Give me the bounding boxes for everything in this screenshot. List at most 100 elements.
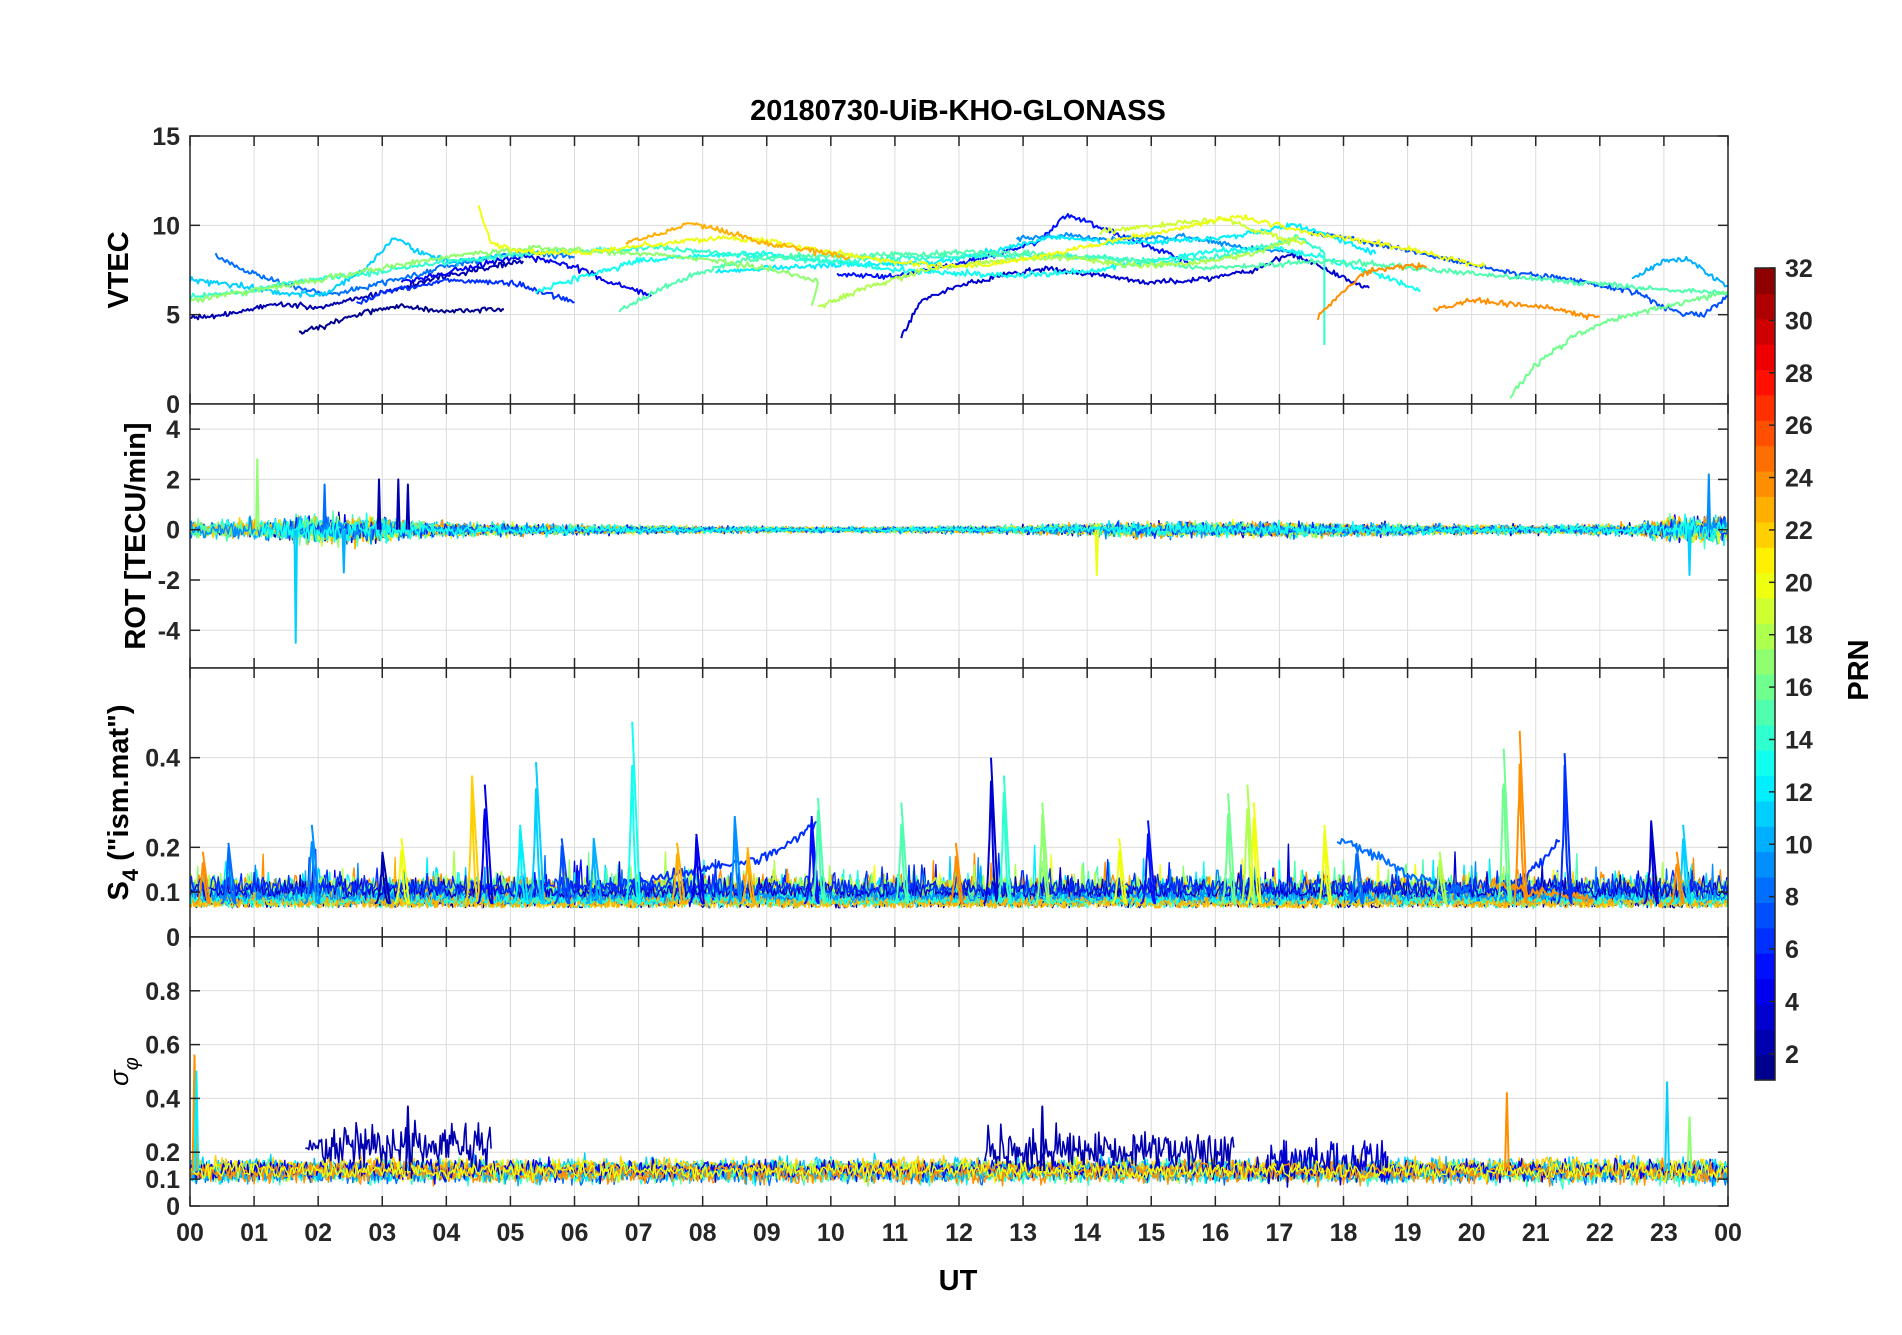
colorbar-frame — [1754, 267, 1776, 1081]
colorbar-bin — [1755, 800, 1775, 827]
colorbar-tick-label: 20 — [1785, 569, 1813, 597]
s4-spike-prn-11 — [1675, 824, 1692, 905]
s4-spike-prn-3 — [1643, 820, 1659, 905]
panel-plot-area — [190, 458, 1728, 644]
vtec-series-prn-10 — [1631, 255, 1728, 288]
y-tick-label: 10 — [152, 212, 180, 240]
s4-spike-prn-24 — [1668, 851, 1685, 905]
x-tick-label: 23 — [1650, 1219, 1678, 1247]
colorbar-tick-label: 22 — [1785, 517, 1813, 545]
vtec-series-prn-4 — [400, 252, 652, 297]
colorbar-bin — [1755, 394, 1775, 421]
x-tick-label: 11 — [882, 1219, 909, 1247]
y-tick-label: 0 — [166, 517, 180, 545]
y-tick-label: 4 — [166, 416, 180, 444]
s4-spike-prn-18 — [1239, 784, 1256, 905]
colorbar-bin — [1755, 648, 1775, 675]
vtec-series-prn-3 — [900, 251, 1370, 339]
s4-spike-prn-24 — [1511, 730, 1528, 905]
s4-spike-prn-8 — [220, 842, 237, 905]
s4-spike-prn-4 — [688, 833, 705, 905]
colorbar-bin — [1755, 268, 1775, 294]
colorbar-bin — [1755, 1003, 1775, 1030]
colorbar-bin — [1755, 623, 1775, 650]
rot-spike-prn-2 — [376, 478, 382, 530]
rot-series-prn-13 — [259, 512, 1728, 544]
s4-spike-prn-5 — [803, 815, 820, 905]
colorbar-tick-label: 14 — [1785, 726, 1813, 754]
y-tick-label: 0 — [166, 1193, 180, 1221]
colorbar-bin — [1755, 724, 1775, 751]
x-tick-label: 04 — [432, 1219, 460, 1247]
s4-spike-prn-24 — [194, 851, 211, 905]
y-axis-label-vtec: VTEC — [103, 231, 135, 308]
colorbar-bin — [1755, 572, 1775, 599]
vtec-series-prn-18 — [817, 235, 1300, 309]
x-axis-label: UT — [939, 1265, 978, 1297]
x-tick-label: 17 — [1266, 1219, 1294, 1247]
y-tick-label: 2 — [166, 466, 180, 494]
x-tick-label: 10 — [817, 1219, 845, 1247]
y-tick-label: 0.4 — [145, 745, 180, 773]
s4-spike-prn-17 — [1034, 802, 1051, 905]
rot-spike-prn-2 — [396, 478, 401, 530]
colorbar-bin — [1755, 1029, 1775, 1056]
vtec-series-prn-6 — [356, 277, 575, 305]
s4-spike-prn-20 — [1111, 838, 1128, 905]
s4-spike-prn-14 — [995, 775, 1012, 905]
y-tick-label: -2 — [158, 567, 180, 595]
panel-ticks — [189, 135, 1729, 405]
colorbar-bin — [1755, 826, 1775, 853]
colorbar-tick-label: 18 — [1785, 622, 1813, 650]
colorbar-bin — [1755, 597, 1775, 624]
s4-spike-prn-2 — [374, 851, 391, 905]
rot-spike-prn-11 — [293, 529, 298, 644]
y-tick-label: 0.2 — [145, 834, 180, 862]
panel-sigma_phi: 00.10.2 0.4 0.6 0.8 σφ — [104, 936, 1729, 1221]
x-tick-label: 19 — [1394, 1219, 1422, 1247]
vtec-series-prn-8 — [214, 249, 575, 297]
s4-spike-prn-10 — [585, 837, 603, 905]
colorbar-bin — [1755, 521, 1775, 548]
vtec-series-prn-1 — [298, 303, 504, 335]
sigma-elevated-prn-2 — [305, 1119, 492, 1179]
colorbar-bin — [1755, 1054, 1775, 1081]
s4-spike-prn-24 — [947, 842, 964, 905]
s4-spike-prn-5 — [1140, 820, 1156, 905]
colorbar-bin — [1755, 471, 1775, 497]
vtec-series-prn-16 — [1509, 290, 1728, 399]
colorbar-bin — [1755, 851, 1775, 878]
vtec-series-prn-23 — [625, 222, 851, 261]
sigma-spike-prn-24 — [1504, 1092, 1510, 1172]
y-axis-label-sigma_phi: σφ — [104, 1057, 143, 1086]
x-tick-label: 06 — [561, 1219, 589, 1247]
y-axis-label-rot: ROT [TECU/min] — [120, 422, 152, 649]
s4-spike-prn-20 — [1245, 802, 1262, 905]
rot-spike-prn-2 — [405, 483, 411, 530]
x-tick-label: 08 — [689, 1219, 717, 1247]
y-tick-label: 0 — [166, 391, 180, 419]
rot-spike-prn-9 — [1706, 473, 1712, 530]
colorbar-bin — [1755, 902, 1775, 929]
colorbar-tick-label: 30 — [1785, 307, 1813, 335]
y-tick-label: 0.8 — [145, 978, 180, 1006]
colorbar-tick-label: 24 — [1785, 465, 1813, 493]
y-axis-label-main: σ — [104, 1069, 134, 1086]
sigma-elevated-prn-2 — [983, 1122, 1235, 1181]
s4-spike-prn-12 — [512, 824, 529, 905]
x-tick-label: 16 — [1201, 1219, 1229, 1247]
vtec-series-prn-11 — [190, 237, 499, 298]
x-tick-label: 12 — [945, 1219, 973, 1247]
colorbar-bin — [1755, 699, 1775, 726]
x-tick-label: 03 — [368, 1219, 396, 1247]
colorbar-bin — [1755, 420, 1775, 447]
colorbar-bin — [1755, 318, 1775, 345]
colorbar-tick-label: 16 — [1785, 674, 1813, 702]
colorbar-tick-label: 28 — [1785, 360, 1813, 388]
s4-spike-prn-23 — [669, 842, 686, 905]
colorbar-bin — [1755, 293, 1775, 320]
colorbar-bin — [1755, 369, 1775, 396]
sigma-overlay-prn-20 — [190, 1157, 1728, 1184]
x-tick-label: 22 — [1586, 1219, 1614, 1247]
